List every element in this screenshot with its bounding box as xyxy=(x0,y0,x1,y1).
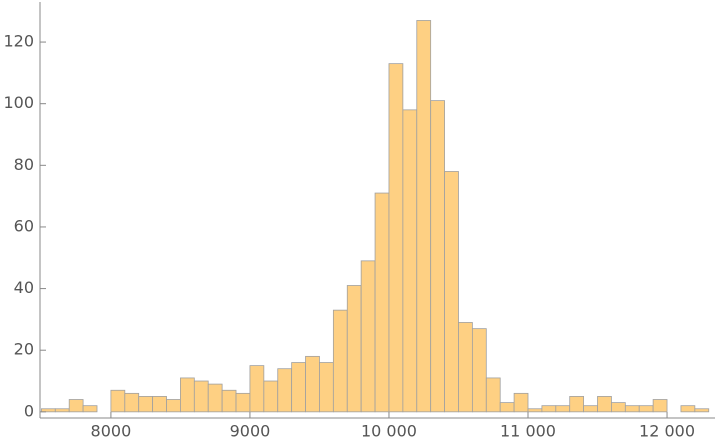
bar xyxy=(166,399,181,413)
y-tick-label: 120 xyxy=(3,32,34,51)
bar xyxy=(346,285,362,413)
bar xyxy=(402,109,418,413)
y-tick-label: 20 xyxy=(14,340,34,359)
bar xyxy=(444,171,459,413)
y-tick-label: 40 xyxy=(14,278,34,297)
bar xyxy=(527,408,543,413)
bar xyxy=(430,100,445,413)
bar xyxy=(388,63,404,413)
bar xyxy=(555,405,571,413)
bar xyxy=(110,389,126,413)
bar xyxy=(624,405,640,413)
bar xyxy=(485,377,501,413)
bar xyxy=(597,396,612,413)
x-tick-label: 12 000 xyxy=(639,422,695,441)
bar xyxy=(583,405,598,413)
bar xyxy=(291,362,306,413)
bar xyxy=(652,399,668,413)
bar xyxy=(54,408,70,413)
bar xyxy=(569,396,585,413)
bar xyxy=(332,309,348,413)
bar xyxy=(249,365,265,413)
bar xyxy=(319,362,334,413)
bar xyxy=(193,380,209,413)
bar xyxy=(541,405,557,413)
bar xyxy=(82,405,98,413)
x-tick-label: 9000 xyxy=(230,422,271,441)
bar xyxy=(499,402,515,413)
bar xyxy=(513,392,529,413)
bar xyxy=(360,260,376,413)
bar xyxy=(680,405,696,413)
bar xyxy=(416,20,432,413)
bar xyxy=(207,383,223,413)
y-tick-label: 60 xyxy=(14,216,34,235)
bar xyxy=(138,396,154,413)
x-tick-label: 11 000 xyxy=(500,422,556,441)
bar xyxy=(124,392,140,413)
bar xyxy=(277,368,293,413)
bar xyxy=(611,402,626,413)
x-tick-label: 8000 xyxy=(91,422,132,441)
bar xyxy=(68,399,84,413)
bar xyxy=(263,380,279,413)
bar xyxy=(152,396,167,413)
x-tick-label: 10 000 xyxy=(361,422,417,441)
bar xyxy=(458,322,473,413)
bar xyxy=(235,392,251,413)
bar xyxy=(180,377,195,413)
bar xyxy=(471,328,487,413)
bar xyxy=(638,405,654,413)
bar xyxy=(221,389,237,413)
bar xyxy=(694,408,710,413)
y-tick-label: 100 xyxy=(3,93,34,112)
bar xyxy=(374,192,390,413)
y-tick-label: 0 xyxy=(24,401,34,420)
y-tick-label: 80 xyxy=(14,155,34,174)
bar xyxy=(305,355,320,413)
